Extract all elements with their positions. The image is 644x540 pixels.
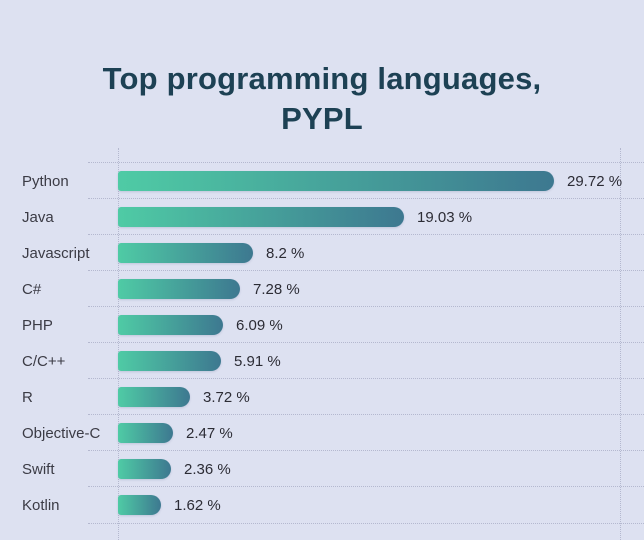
value-label: 3.72 %	[203, 388, 250, 406]
bar-area: 7.28 %	[118, 271, 644, 307]
chart-row: C# 7.28 %	[0, 270, 644, 307]
value-label: 1.62 %	[174, 496, 221, 514]
bar	[118, 423, 173, 443]
bar	[118, 207, 404, 227]
bar	[118, 459, 171, 479]
bar-area: 6.09 %	[118, 307, 644, 343]
chart-row: Kotlin 1.62 %	[0, 486, 644, 523]
value-label: 29.72 %	[567, 172, 623, 190]
bar-area: 8.2 %	[118, 235, 644, 271]
page-title-line1: Top programming languages,	[102, 60, 542, 96]
category-label: PHP	[22, 316, 53, 334]
bar-area: 19.03 %	[118, 199, 644, 235]
value-label: 2.47 %	[186, 424, 233, 442]
chart-row: R 3.72 %	[0, 378, 644, 415]
value-label: 7.28 %	[253, 280, 300, 298]
chart-row: PHP 6.09 %	[0, 306, 644, 343]
chart-row: Swift 2.36 %	[0, 450, 644, 487]
value-label: 19.03 %	[417, 208, 473, 226]
bar	[118, 387, 190, 407]
bar	[118, 243, 253, 263]
page-title-line2: PYPL	[281, 100, 363, 136]
chart-row: Objective-C 2.47 %	[0, 414, 644, 451]
page-title: Top programming languages, PYPL	[0, 59, 644, 139]
category-label: Javascript	[22, 244, 90, 262]
bar	[118, 351, 221, 371]
bar-area: 1.62 %	[118, 487, 644, 523]
value-label: 6.09 %	[236, 316, 283, 334]
chart-row: Python 29.72 %	[0, 162, 644, 199]
category-label: C/C++	[22, 352, 66, 370]
value-label: 8.2 %	[266, 244, 305, 262]
category-label: R	[22, 388, 33, 406]
bottom-gridline	[88, 523, 644, 524]
chart-row: Javascript 8.2 %	[0, 234, 644, 271]
bar-area: 29.72 %	[118, 163, 644, 199]
category-label: Kotlin	[22, 496, 60, 514]
category-label: Objective-C	[22, 424, 101, 442]
bar	[118, 495, 161, 515]
bar-area: 5.91 %	[118, 343, 644, 379]
axis-line-right	[620, 148, 621, 540]
bar	[118, 279, 240, 299]
category-label: Java	[22, 208, 54, 226]
axis-line-left	[118, 148, 119, 540]
category-label: Python	[22, 172, 69, 190]
bar-area: 3.72 %	[118, 379, 644, 415]
bar	[118, 315, 223, 335]
chart-row: Java 19.03 %	[0, 198, 644, 235]
bar	[118, 171, 554, 191]
chart-row: C/C++ 5.91 %	[0, 342, 644, 379]
value-label: 5.91 %	[234, 352, 281, 370]
category-label: C#	[22, 280, 42, 298]
bar-area: 2.47 %	[118, 415, 644, 451]
value-label: 2.36 %	[184, 460, 231, 478]
bar-chart: Python 29.72 % Java 19.03 % Javascript 8…	[0, 162, 644, 524]
bar-area: 2.36 %	[118, 451, 644, 487]
category-label: Swift	[22, 460, 55, 478]
